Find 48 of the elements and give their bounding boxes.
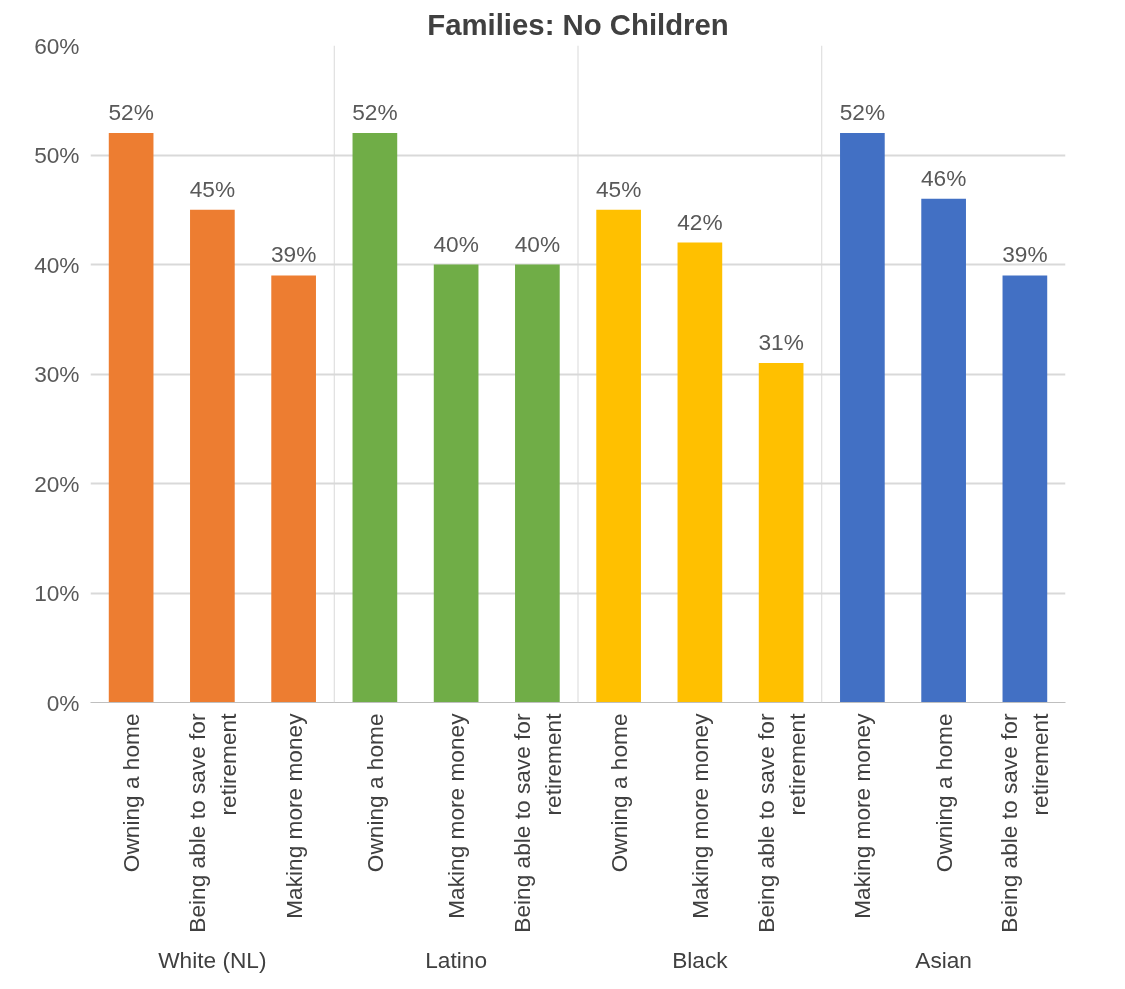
y-tick-label: 60%: [34, 32, 80, 59]
bar: [433, 264, 479, 703]
data-label: 45%: [595, 175, 642, 202]
y-tick-label: 10%: [34, 580, 80, 606]
bar: [190, 209, 235, 703]
bar: [352, 133, 398, 703]
data-label: 45%: [189, 175, 236, 202]
x-tick-label: Owning a home: [118, 713, 145, 873]
y-tick-label: 0%: [46, 689, 80, 716]
x-tick-label: Being able to save for retirement: [996, 712, 1054, 933]
data-label: 31%: [758, 329, 804, 356]
data-label: 39%: [270, 241, 317, 268]
text: White (NL): [158, 946, 267, 973]
bar: [921, 198, 966, 703]
y-tick-label: 20%: [34, 470, 80, 497]
bar: [1002, 275, 1048, 703]
bar: [840, 133, 885, 703]
bar: [515, 264, 560, 703]
x-tick-label: Owning a home: [361, 713, 388, 873]
text: Latino: [425, 946, 487, 973]
data-label: 52%: [352, 99, 398, 126]
data-label: 46%: [920, 164, 967, 191]
data-label: 52%: [839, 99, 886, 126]
y-tick-label: 40%: [34, 251, 80, 278]
bar: [108, 133, 154, 703]
text: Black: [672, 946, 729, 973]
x-tick-label: Making more money: [686, 712, 713, 919]
data-label: 40%: [433, 230, 479, 257]
x-tick-label: Being able to save for retirement: [752, 712, 810, 933]
x-tick-label: Being able to save for retirement: [508, 712, 566, 933]
bar: [677, 242, 723, 703]
text: Asian: [915, 946, 972, 973]
x-tick-label: Making more money: [849, 712, 876, 919]
y-tick-label: 50%: [34, 142, 80, 168]
x-tick-label: Being able to save for retirement: [183, 712, 241, 933]
data-label: 52%: [108, 99, 154, 126]
data-label: 42%: [677, 208, 723, 235]
x-tick-label: Owning a home: [605, 713, 632, 873]
x-tick-label: Owning a home: [930, 713, 957, 873]
data-label: 40%: [514, 230, 561, 257]
bar: [596, 209, 641, 703]
y-tick-label: 30%: [34, 361, 80, 387]
x-tick-label: Making more money: [280, 712, 307, 919]
chart-title: Families: No Children: [427, 7, 729, 41]
bar: [271, 275, 316, 703]
data-label: 39%: [1002, 241, 1048, 268]
x-tick-label: Making more money: [443, 712, 470, 919]
bar: [758, 363, 804, 703]
